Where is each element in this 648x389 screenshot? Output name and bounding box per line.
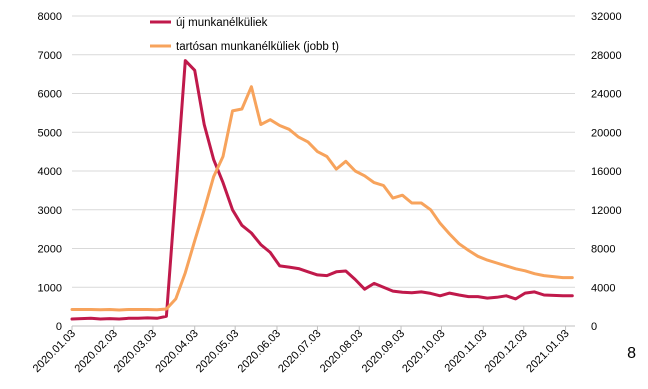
- page-number: 8: [627, 345, 636, 362]
- y-left-tick-label: 3000: [38, 205, 62, 217]
- series-line-0: [70, 59, 574, 321]
- y-left-tick-labels: 0 1000 2000 3000 4000 5000 6000 7000 8000: [38, 11, 62, 333]
- x-tick-label: 2020.01.03: [31, 328, 78, 375]
- x-tick-label: 2020.08.03: [318, 328, 365, 375]
- x-tick-label: 2020.05.03: [194, 328, 241, 375]
- y-left-tick-label: 5000: [38, 127, 62, 139]
- series-lines: [70, 59, 574, 321]
- y-left-tick-label: 0: [56, 321, 62, 333]
- y-right-tick-label: 32000: [591, 11, 622, 23]
- y-left-tick-label: 7000: [38, 50, 62, 62]
- y-left-tick-label: 6000: [38, 89, 62, 101]
- series-line-1: [70, 85, 574, 312]
- y-left-tick-label: 8000: [38, 11, 62, 23]
- axes: [71, 325, 575, 330]
- gridlines: [72, 15, 575, 288]
- y-left-tick-label: 1000: [38, 282, 62, 294]
- legend-label-new-unemployed: új munkanélküliek: [176, 17, 268, 29]
- y-right-tick-label: 24000: [591, 89, 622, 101]
- legend: új munkanélküliek tartósan munkanélkülie…: [150, 17, 339, 53]
- x-tick-label: 2021.01.03: [524, 328, 571, 375]
- y-right-tick-label: 28000: [591, 50, 622, 62]
- y-right-tick-label: 12000: [591, 205, 622, 217]
- y-left-tick-label: 2000: [38, 244, 62, 256]
- y-right-tick-label: 0: [591, 321, 597, 333]
- y-right-tick-labels: 0 4000 8000 12000 16000 20000 24000 28000 32000: [591, 11, 622, 333]
- x-tick-label: 2020.04.03: [153, 328, 200, 375]
- x-tick-label: 2020.10.03: [400, 328, 447, 375]
- y-right-tick-label: 16000: [591, 166, 622, 178]
- y-right-tick-label: 20000: [591, 127, 622, 139]
- y-right-tick-label: 8000: [591, 244, 615, 256]
- y-right-tick-label: 4000: [591, 282, 615, 294]
- x-tick-label: 2020.03.03: [112, 328, 159, 375]
- x-tick-label: 2020.12.03: [482, 328, 529, 375]
- x-tick-label: 2020.07.03: [276, 328, 323, 375]
- x-tick-labels: 2020.01.032020.02.032020.03.032020.04.03…: [31, 328, 572, 375]
- x-tick-label: 2020.06.03: [236, 328, 283, 375]
- legend-label-long-term-unemployed: tartósan munkanélküliek (jobb t): [176, 41, 339, 53]
- x-tick-label: 2020.09.03: [360, 328, 407, 375]
- y-left-tick-label: 4000: [38, 166, 62, 178]
